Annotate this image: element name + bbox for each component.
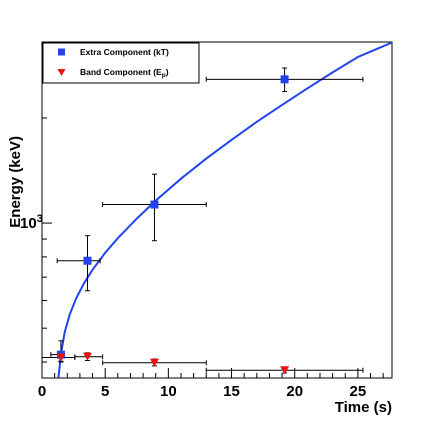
legend-marker-extra xyxy=(58,48,65,56)
legend-label-extra: Extra Component (kT) xyxy=(80,47,169,57)
data-point-band xyxy=(149,358,159,367)
data-point-band xyxy=(56,353,66,362)
data-point-extra xyxy=(150,200,159,209)
x-tick-label: 10 xyxy=(160,383,177,400)
x-tick-label: 20 xyxy=(286,383,303,400)
markers-layer xyxy=(56,75,290,375)
x-axis-title: Time (s) xyxy=(335,399,392,416)
fit-curve xyxy=(57,41,393,379)
error-bars-layer xyxy=(41,67,364,374)
data-point-extra xyxy=(83,256,92,265)
legend-label-band: Band Component (Ep) xyxy=(80,67,169,79)
data-point-extra xyxy=(280,75,289,84)
plot-frame xyxy=(41,41,393,379)
fit-curve-layer xyxy=(57,41,393,379)
x-tick-label: 15 xyxy=(223,383,240,400)
x-tick-label: 25 xyxy=(350,383,367,400)
legend-box xyxy=(42,42,200,84)
x-axis: 0 5 10 15 20 25 xyxy=(38,368,384,400)
data-point-band xyxy=(280,366,290,375)
data-point-band xyxy=(82,352,92,361)
y-axis-title: Energy (keV) xyxy=(7,136,24,228)
x-tick-label: 0 xyxy=(38,383,46,400)
legend: Extra Component (kT) Band Component (Ep) xyxy=(42,42,200,84)
x-tick-label: 5 xyxy=(101,383,109,400)
legend-marker-band xyxy=(57,69,66,76)
y-tick-label: 103 xyxy=(20,213,43,232)
y-axis: 103 xyxy=(20,55,52,363)
